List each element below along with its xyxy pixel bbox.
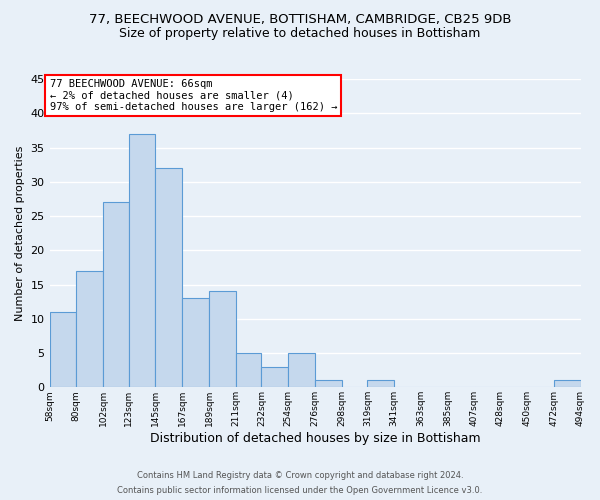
- Bar: [76, 271, 103, 388]
- Text: 77, BEECHWOOD AVENUE, BOTTISHAM, CAMBRIDGE, CB25 9DB: 77, BEECHWOOD AVENUE, BOTTISHAM, CAMBRID…: [89, 12, 511, 26]
- Bar: [155, 168, 182, 388]
- Y-axis label: Number of detached properties: Number of detached properties: [15, 146, 25, 321]
- Text: Size of property relative to detached houses in Bottisham: Size of property relative to detached ho…: [119, 28, 481, 40]
- Bar: [315, 380, 342, 388]
- Bar: [554, 380, 581, 388]
- Text: Contains HM Land Registry data © Crown copyright and database right 2024.: Contains HM Land Registry data © Crown c…: [137, 471, 463, 480]
- Bar: [182, 298, 209, 388]
- Bar: [367, 380, 394, 388]
- Text: 77 BEECHWOOD AVENUE: 66sqm
← 2% of detached houses are smaller (4)
97% of semi-d: 77 BEECHWOOD AVENUE: 66sqm ← 2% of detac…: [50, 79, 337, 112]
- X-axis label: Distribution of detached houses by size in Bottisham: Distribution of detached houses by size …: [150, 432, 481, 445]
- Bar: [288, 353, 315, 388]
- Bar: [103, 202, 128, 388]
- Bar: [209, 292, 236, 388]
- Text: Contains public sector information licensed under the Open Government Licence v3: Contains public sector information licen…: [118, 486, 482, 495]
- Bar: [262, 366, 288, 388]
- Bar: [128, 134, 155, 388]
- Bar: [50, 312, 76, 388]
- Bar: [236, 353, 262, 388]
